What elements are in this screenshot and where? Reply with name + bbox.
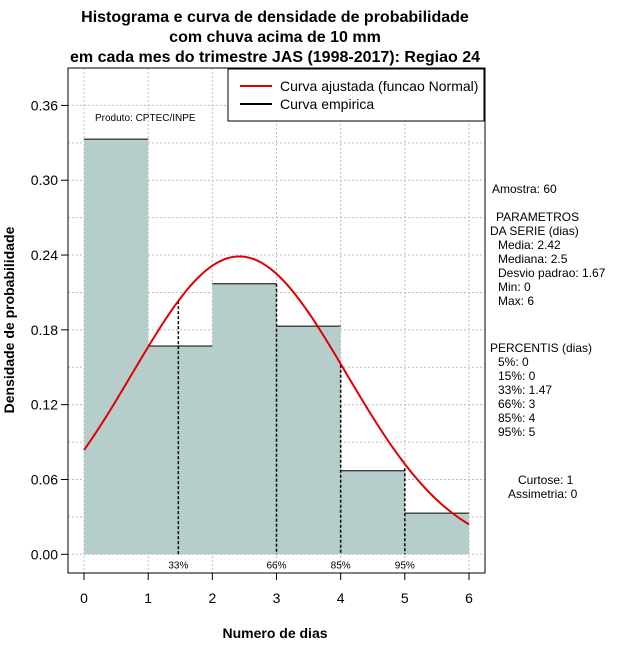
percentil-95: 95%: 5 [498, 425, 536, 439]
y-tick-label-5: 0.30 [31, 172, 58, 188]
param-min: Min: 0 [498, 280, 531, 294]
credit-text: Produto: CPTEC/INPE [95, 113, 196, 124]
sample-size: Amostra: 60 [492, 182, 557, 196]
x-tick-label-6: 6 [465, 590, 473, 606]
x-tick-label-1: 1 [144, 590, 152, 606]
y-tick-label-6: 0.36 [31, 97, 58, 113]
assimetria: Assimetria: 0 [508, 487, 578, 501]
histogram-bar-3 [276, 326, 341, 555]
chart-title-line-3: em cada mes do trimestre JAS (1998-2017)… [70, 49, 480, 66]
percentile-markers: 33% 66% 85% 95% [168, 283, 415, 571]
y-tick-label-4: 0.24 [31, 247, 58, 263]
param-desvio: Desvio padrao: 1.67 [498, 266, 606, 280]
y-tick-label-0: 0.00 [31, 546, 58, 562]
y-tick-label-1: 0.06 [31, 471, 58, 487]
percentis-title: PERCENTIS (dias) [490, 341, 592, 355]
y-axis-title: Densidade de probabilidade [1, 226, 17, 413]
percentil-5: 5%: 0 [498, 355, 529, 369]
statistics-panel: Amostra: 60 PARAMETROS DA SERIE (dias) M… [490, 182, 606, 501]
histogram-bar-2 [212, 283, 277, 555]
legend-box [227, 68, 485, 122]
curtose: Curtose: 1 [518, 473, 574, 487]
density-curve [83, 255, 470, 526]
x-tick-label-3: 3 [273, 590, 281, 606]
percentile-label-0: 33% [168, 560, 188, 571]
chart-title-line-1: Histograma e curva de densidade de proba… [81, 9, 469, 26]
percentil-85: 85%: 4 [498, 411, 536, 425]
percentile-label-3: 95% [395, 560, 415, 571]
percentile-label-1: 66% [266, 560, 286, 571]
x-tick-label-2: 2 [208, 590, 216, 606]
legend-label-empirical: Curva empirica [280, 96, 374, 112]
legend: Curva ajustada (funcao Normal) Curva emp… [227, 68, 485, 122]
histogram-bar-5 [404, 513, 469, 555]
x-tick-label-5: 5 [401, 590, 409, 606]
histogram-bar-1 [148, 346, 213, 555]
x-tick-label-4: 4 [337, 590, 345, 606]
chart-title-line-2: com chuva acima de 10 mm [169, 29, 381, 46]
y-tick-label-3: 0.18 [31, 322, 58, 338]
param-media: Media: 2.42 [498, 238, 561, 252]
x-axis-title: Numero de dias [222, 625, 327, 641]
percentile-label-2: 85% [331, 560, 351, 571]
param-max: Max: 6 [498, 294, 534, 308]
normal-curve-line [83, 255, 470, 526]
x-tick-label-0: 0 [80, 590, 88, 606]
params-title-1: PARAMETROS [496, 210, 579, 224]
legend-label-normal: Curva ajustada (funcao Normal) [280, 78, 478, 94]
params-title-2: DA SERIE (dias) [490, 224, 579, 238]
axes: 0.00 0.06 0.12 0.18 0.24 0.30 0.36 0 1 2 3 4 5 6 [31, 97, 473, 606]
histogram-bars [84, 138, 469, 555]
histogram-bar-0 [84, 139, 149, 555]
y-tick-label-2: 0.12 [31, 397, 58, 413]
percentil-15: 15%: 0 [498, 369, 536, 383]
percentil-66: 66%: 3 [498, 397, 536, 411]
percentil-33: 33%: 1.47 [498, 383, 552, 397]
histogram-bar-4 [340, 470, 405, 555]
param-mediana: Mediana: 2.5 [498, 252, 568, 266]
